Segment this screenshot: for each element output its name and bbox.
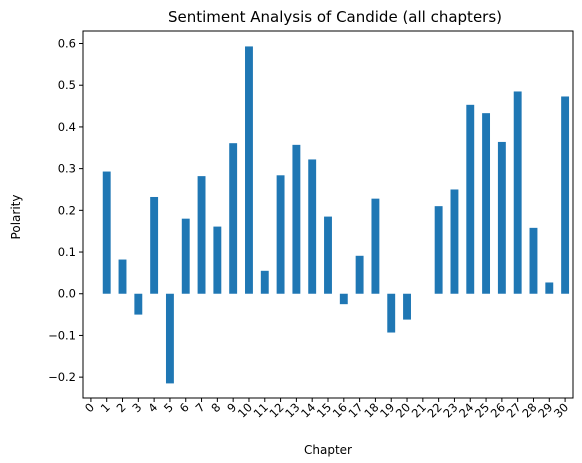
- bars-group: [102, 46, 570, 384]
- y-tick-label: −0.2: [48, 370, 76, 384]
- x-tick-label: 8: [208, 400, 223, 415]
- bar-chapter-22: [434, 206, 443, 294]
- y-axis-ticks: −0.2 −0.1 0.0 0.1 0.2 0.3 0.4 0.5 0.6: [48, 37, 83, 384]
- chart-title: Sentiment Analysis of Candide (all chapt…: [168, 8, 502, 26]
- y-tick-label: 0.4: [58, 120, 76, 134]
- bar-chapter-13: [292, 144, 301, 294]
- plot-frame: [82, 30, 574, 399]
- bar-chapter-26: [497, 141, 506, 294]
- bar-chapter-5: [165, 293, 174, 384]
- bar-chapter-19: [387, 293, 396, 333]
- x-tick-label: 0: [82, 400, 97, 415]
- bar-chapter-1: [102, 171, 111, 294]
- x-tick-label: 30: [551, 400, 571, 420]
- bar-chapter-29: [545, 282, 554, 294]
- x-tick-label: 4: [145, 400, 160, 415]
- bar-chapter-23: [450, 189, 459, 294]
- y-tick-label: 0.1: [58, 245, 76, 259]
- bar-chapter-6: [181, 218, 190, 294]
- bar-chapter-18: [371, 198, 380, 294]
- bar-chapter-17: [355, 255, 364, 294]
- bar-chapter-20: [403, 293, 411, 320]
- bar-chapter-4: [150, 196, 159, 294]
- y-tick-label: 0.6: [58, 37, 76, 51]
- y-tick-label: 0.5: [58, 78, 76, 92]
- x-tick-label: 3: [129, 400, 144, 415]
- bar-chapter-28: [529, 227, 538, 294]
- bar-chapter-9: [229, 143, 238, 294]
- x-axis-label: Chapter: [304, 443, 352, 457]
- bar-chapter-27: [513, 91, 522, 294]
- x-axis-ticks: 0 1 2 3 4 5 6 7 8 9101112131415161718192021222324…: [82, 398, 571, 420]
- y-tick-label: 0.2: [58, 203, 76, 217]
- bar-chapter-11: [260, 270, 269, 294]
- x-tick-label: 6: [177, 400, 192, 415]
- bar-chapter-10: [245, 46, 253, 294]
- bar-chapter-8: [213, 226, 222, 294]
- x-tick-label: 7: [193, 400, 208, 415]
- x-tick-label: 5: [161, 400, 176, 415]
- y-tick-label: −0.1: [48, 328, 76, 342]
- bar-chapter-12: [276, 175, 285, 294]
- x-tick-label: 2: [114, 400, 129, 415]
- bar-chapter-25: [482, 113, 491, 294]
- y-tick-label: 0.0: [58, 287, 76, 301]
- bar-chapter-2: [118, 259, 127, 294]
- bar-chapter-24: [466, 104, 475, 294]
- bar-chapter-30: [561, 96, 570, 294]
- x-tick-label: 1: [98, 400, 113, 415]
- bar-chapter-7: [197, 176, 206, 294]
- y-axis-label: Polarity: [9, 195, 23, 240]
- y-tick-label: 0.3: [58, 162, 76, 176]
- bar-chapter-16: [339, 293, 348, 305]
- bar-chapter-14: [308, 159, 317, 294]
- bar-chapter-15: [324, 216, 332, 294]
- bar-chapter-3: [134, 293, 143, 315]
